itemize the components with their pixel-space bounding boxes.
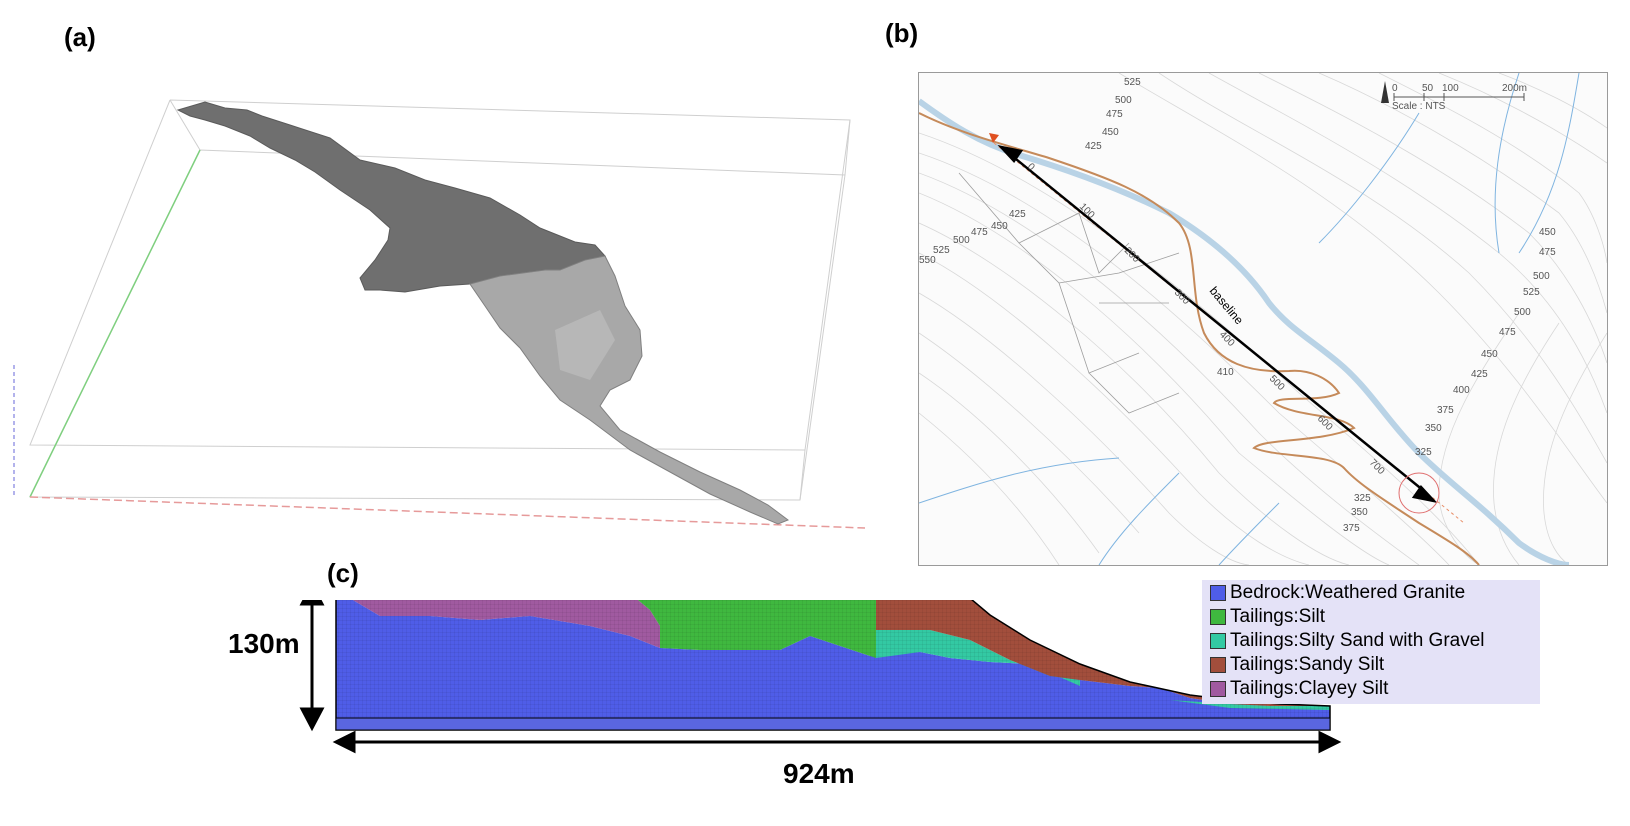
width-dimension-arrow	[332, 730, 1342, 754]
contour-label: 325	[1354, 493, 1371, 504]
tailings-body-upper	[176, 101, 606, 293]
height-label: 130m	[228, 628, 300, 659]
contour-label: 375	[1343, 523, 1360, 534]
legend-swatch-sandy-silt	[1210, 657, 1226, 673]
contour-label: 425	[1009, 209, 1026, 220]
legend-item-clayey-silt: Tailings:Clayey Silt	[1210, 678, 1388, 700]
legend-text-bedrock: Bedrock:Weathered Granite	[1230, 582, 1466, 603]
bounding-box	[29, 99, 851, 501]
legend-text-sandy-silt: Tailings:Sandy Silt	[1230, 654, 1385, 675]
material-legend: Bedrock:Weathered Granite Tailings:Silt …	[1202, 580, 1540, 704]
contour-label: 450	[1539, 227, 1556, 238]
contour-label: 350	[1425, 423, 1442, 434]
outlet-circle	[1398, 472, 1440, 514]
contour-label: 475	[1499, 327, 1516, 338]
contour-label: 400	[1453, 385, 1470, 396]
contour-label: 350	[1351, 507, 1368, 518]
legend-text-silty-sand: Tailings:Silty Sand with Gravel	[1230, 630, 1485, 651]
contour-label: 550	[919, 255, 936, 266]
contour-lines	[919, 73, 1607, 565]
chainage-label: 300	[1172, 287, 1192, 307]
baseline-label: baseline	[1207, 284, 1247, 327]
width-label: 924m	[783, 758, 855, 789]
contour-label: 500	[1514, 307, 1531, 318]
river	[919, 98, 1570, 565]
chainage-label: 400	[1217, 329, 1237, 349]
contour-label: 525	[1523, 287, 1540, 298]
tailings-body-lower	[469, 255, 790, 525]
streams	[919, 73, 1580, 565]
contour-label: 425	[1085, 141, 1102, 152]
scale-tick-200m: 200m	[1502, 83, 1527, 94]
panel-a-3d-model	[13, 99, 866, 529]
contour-label: 475	[971, 227, 988, 238]
haul-road	[919, 112, 1480, 565]
scale-tick-0: 0	[1392, 83, 1398, 94]
contour-label: 450	[991, 221, 1008, 232]
legend-text-clayey-silt: Tailings:Clayey Silt	[1230, 678, 1389, 699]
contour-label: 375	[1437, 405, 1454, 416]
base-row	[335, 717, 1331, 731]
property-lines	[958, 172, 1180, 414]
contour-labels: 5255004754504254254504755005255504504755…	[919, 77, 1556, 534]
chainage-label: 700	[1367, 457, 1387, 477]
contour-label: 425	[1471, 369, 1488, 380]
contour-label: 410	[1217, 367, 1234, 378]
panel-b-label: (b)	[885, 18, 919, 48]
baseline-arrow	[997, 145, 1438, 503]
scale-tick-50: 50	[1422, 83, 1434, 94]
contour-label: 475	[1539, 247, 1556, 258]
contour-label: 500	[953, 235, 970, 246]
scale-nts: Scale : NTS	[1392, 101, 1446, 112]
contour-label: 525	[933, 245, 950, 256]
contour-label: 500	[1115, 95, 1132, 106]
legend-swatch-clayey-silt	[1210, 681, 1226, 697]
contour-label: 475	[1106, 109, 1123, 120]
north-arrow-icon	[1381, 81, 1389, 103]
legend-item-silt: Tailings:Silt	[1210, 606, 1325, 628]
legend-item-bedrock: Bedrock:Weathered Granite	[1210, 582, 1465, 604]
start-marker	[989, 133, 999, 143]
panel-c-label: (c)	[327, 558, 359, 588]
tailings-highlight	[555, 310, 615, 380]
panel-c-cross-section	[299, 600, 1342, 754]
legend-swatch-silty-sand	[1210, 633, 1226, 649]
height-dimension-arrow	[299, 600, 325, 732]
legend-text-silt: Tailings:Silt	[1230, 606, 1326, 627]
axis-red	[29, 496, 866, 529]
legend-swatch-bedrock	[1210, 585, 1226, 601]
legend-item-sandy-silt: Tailings:Sandy Silt	[1210, 654, 1384, 676]
axis-green	[29, 149, 201, 498]
contour-label: 450	[1481, 349, 1498, 360]
scale-bar: 0 50 100 200m Scale : NTS	[1381, 81, 1527, 112]
chainage-label: 100	[1077, 201, 1097, 221]
contour-label: 500	[1533, 271, 1550, 282]
panel-a-label: (a)	[64, 22, 96, 52]
legend-item-silty-sand: Tailings:Silty Sand with Gravel	[1210, 630, 1485, 652]
contour-label: 450	[1102, 127, 1119, 138]
panel-b-topo-map: baseline 5255004754504254254504755005255…	[918, 72, 1608, 566]
legend-swatch-silt	[1210, 609, 1226, 625]
contour-label: 525	[1124, 77, 1141, 88]
scale-tick-100: 100	[1442, 83, 1459, 94]
contour-label: 325	[1415, 447, 1432, 458]
